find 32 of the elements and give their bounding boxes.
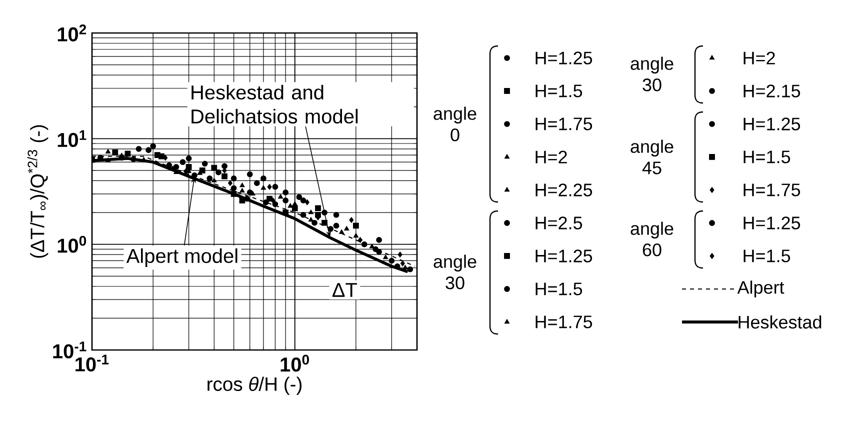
annotation: ΔT xyxy=(332,283,357,297)
annotation: Alpert model xyxy=(126,248,238,267)
legend-label: H=1.5 xyxy=(744,250,790,262)
legend-label: H=1.75 xyxy=(536,118,592,130)
legend-label: H=2 xyxy=(744,52,775,64)
legend-label: H=1.25 xyxy=(536,52,592,64)
text: angle 30 xyxy=(630,56,674,92)
y-tick-label: 10$^{0}$ xyxy=(58,236,86,253)
text: angle 30 xyxy=(434,254,476,290)
y-axis-title: (ΔT/T$_{∞}$)/Q$^{*2/3}$ (-) xyxy=(27,125,48,258)
y-tick-label: 10$^{-1}$ xyxy=(53,342,86,358)
legend-label: H=1.25 xyxy=(536,250,592,262)
annotation: Heskestad and Delichatsios model xyxy=(192,84,358,124)
legend-label: H=1.25 xyxy=(744,216,800,230)
text: angle 60 xyxy=(630,222,674,256)
legend-label: H=1.5 xyxy=(536,282,582,296)
legend-label: H=1.75 xyxy=(536,316,592,328)
legend-label: H=1.25 xyxy=(744,118,800,130)
y-tick-label: 10$^{1}$ xyxy=(58,130,86,148)
legend-label: H=1.75 xyxy=(744,184,800,196)
legend-label: H=1.5 xyxy=(536,84,582,98)
legend-label: Heskestad xyxy=(738,315,822,329)
legend-label: Alpert xyxy=(737,280,784,298)
text: angle 0 xyxy=(434,106,476,142)
text: angle 45 xyxy=(630,140,674,174)
legend-label: H=2.25 xyxy=(536,184,592,196)
y-tick-label: 10$^{2}$ xyxy=(58,24,86,42)
legend-label: H=2.15 xyxy=(744,84,800,98)
x-axis-title: rcos θ/H (-) xyxy=(208,376,302,395)
legend-label: H=1.5 xyxy=(744,150,790,164)
legend-label: H=2 xyxy=(536,150,567,164)
legend-label: H=2.5 xyxy=(536,216,582,230)
